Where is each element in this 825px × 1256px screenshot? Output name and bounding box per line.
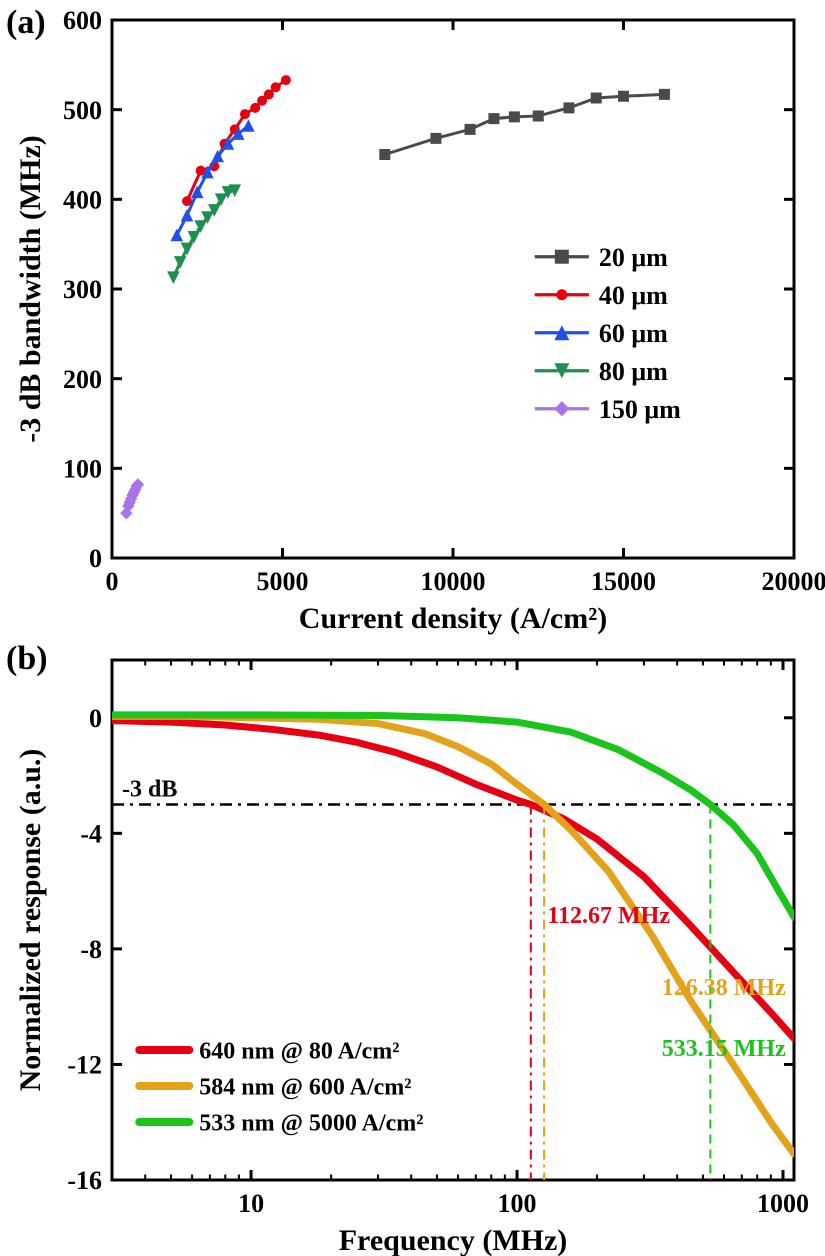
svg-text:10000: 10000	[421, 567, 486, 596]
svg-text:Normalized response (a.u.): Normalized response (a.u.)	[14, 749, 47, 1092]
svg-text:60 μm: 60 μm	[599, 319, 668, 348]
svg-text:640 nm @ 80 A/cm²: 640 nm @ 80 A/cm²	[199, 1038, 399, 1064]
svg-text:0: 0	[89, 704, 102, 733]
svg-text:200: 200	[63, 365, 102, 394]
chart-svg: 050001000015000200000100200300400500600C…	[0, 0, 825, 1256]
svg-text:533 nm @ 5000 A/cm²: 533 nm @ 5000 A/cm²	[199, 1110, 423, 1136]
svg-text:100: 100	[498, 1189, 537, 1218]
svg-text:15000: 15000	[591, 567, 656, 596]
svg-text:-12: -12	[67, 1051, 102, 1080]
svg-text:600: 600	[63, 6, 102, 35]
svg-text:Current density (A/cm²): Current density (A/cm²)	[299, 602, 607, 635]
panel-b: -16 -12 -8 -4 0 10 100 1000 Frequency (MHz) Norma…	[14, 660, 809, 1256]
panel-a-label: (a)	[6, 4, 46, 42]
svg-text:0: 0	[106, 567, 119, 596]
svg-text:1000: 1000	[757, 1189, 809, 1218]
svg-text:100: 100	[63, 454, 102, 483]
svg-text:-8: -8	[80, 935, 102, 964]
svg-text:-3 dB bandwidth (MHz): -3 dB bandwidth (MHz)	[14, 135, 47, 443]
svg-text:Frequency (MHz): Frequency (MHz)	[339, 1224, 568, 1256]
svg-text:0: 0	[89, 544, 102, 573]
svg-text:150 μm: 150 μm	[599, 395, 681, 424]
svg-text:40 μm: 40 μm	[599, 281, 668, 310]
svg-text:-16: -16	[67, 1166, 102, 1195]
svg-text:-4: -4	[80, 819, 102, 848]
svg-text:20000: 20000	[762, 567, 825, 596]
svg-text:533.15 MHz: 533.15 MHz	[662, 1036, 786, 1062]
svg-text:-3 dB: -3 dB	[122, 776, 177, 802]
svg-text:500: 500	[63, 96, 102, 125]
svg-text:10: 10	[238, 1189, 264, 1218]
svg-text:80 μm: 80 μm	[599, 357, 668, 386]
svg-text:20 μm: 20 μm	[599, 243, 668, 272]
svg-text:400: 400	[63, 185, 102, 214]
figure-container: (a) (b) 05000100001500020000010020030040…	[0, 0, 825, 1256]
svg-text:584 nm @ 600 A/cm²: 584 nm @ 600 A/cm²	[199, 1074, 411, 1100]
panel-b-label: (b)	[6, 640, 48, 678]
panel-a: 0 5000 10000 15000 20000 0 100 200 300 400 500 600 C…	[14, 6, 825, 635]
svg-text:126.38 MHz: 126.38 MHz	[662, 975, 786, 1001]
svg-text:5000: 5000	[257, 567, 309, 596]
svg-text:300: 300	[63, 275, 102, 304]
svg-text:112.67 MHz: 112.67 MHz	[547, 903, 670, 929]
